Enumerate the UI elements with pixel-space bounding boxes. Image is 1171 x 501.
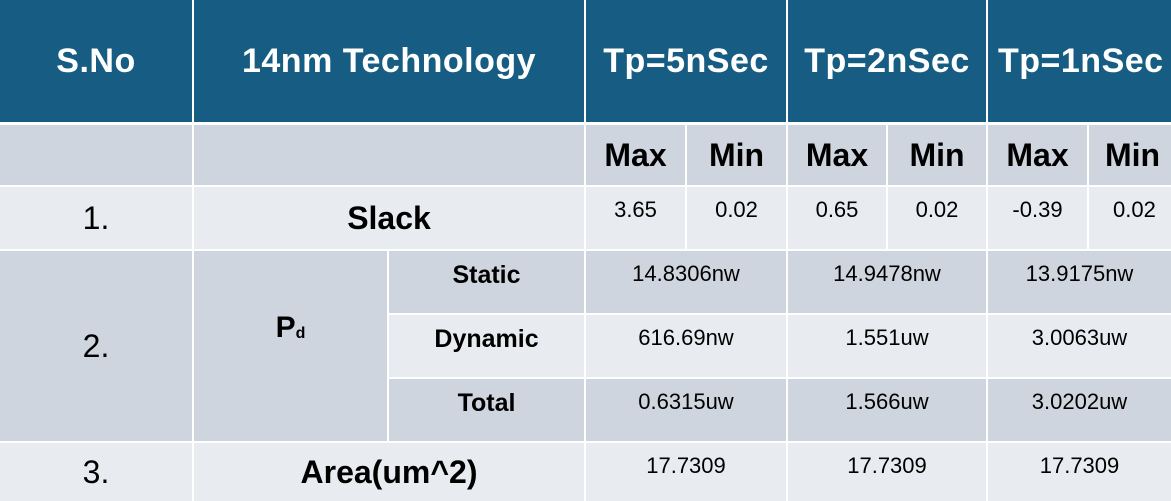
row2-dynamic-tp5: 616.69nw <box>586 315 786 377</box>
row3-area-tp2: 17.7309 <box>788 443 986 501</box>
row2-dynamic-tp2: 1.551uw <box>788 315 986 377</box>
subheader-tp1-max: Max <box>988 125 1087 185</box>
row1-label-slack: Slack <box>194 187 584 249</box>
row2-sno: 2. <box>0 251 192 441</box>
row3-area-tp1: 17.7309 <box>988 443 1171 501</box>
header-tp1: Tp=1nSec <box>988 0 1171 122</box>
subheader-tp2-min: Min <box>888 125 986 185</box>
pd-sub-label: d <box>295 325 306 342</box>
row1-tp2-max: 0.65 <box>788 187 886 249</box>
pd-main-label: P <box>275 311 296 344</box>
row1-tp5-max: 3.65 <box>586 187 685 249</box>
row1-tp5-min: 0.02 <box>687 187 786 249</box>
subheader-empty-sno <box>0 125 192 185</box>
row2-total-tp5: 0.6315uw <box>586 379 786 441</box>
header-technology: 14nm Technology <box>194 0 584 122</box>
subheader-tp1-min: Min <box>1089 125 1171 185</box>
row1-tp1-max: -0.39 <box>988 187 1087 249</box>
row2-dynamic-label: Dynamic <box>389 315 584 377</box>
header-tp2: Tp=2nSec <box>788 0 986 122</box>
subheader-tp2-max: Max <box>788 125 886 185</box>
header-sno: S.No <box>0 0 192 122</box>
row2-total-tp1: 3.0202uw <box>988 379 1171 441</box>
row1-tp1-min: 0.02 <box>1089 187 1171 249</box>
subheader-tp5-max: Max <box>586 125 685 185</box>
row2-static-tp2: 14.9478nw <box>788 251 986 313</box>
header-tp5: Tp=5nSec <box>586 0 786 122</box>
row2-static-label: Static <box>389 251 584 313</box>
row2-static-tp1: 13.9175nw <box>988 251 1171 313</box>
row1-sno: 1. <box>0 187 192 249</box>
row2-static-tp5: 14.8306nw <box>586 251 786 313</box>
subheader-tp5-min: Min <box>687 125 786 185</box>
row3-sno: 3. <box>0 443 192 501</box>
row2-dynamic-tp1: 3.0063uw <box>988 315 1171 377</box>
row2-total-label: Total <box>389 379 584 441</box>
row2-total-tp2: 1.566uw <box>788 379 986 441</box>
subheader-empty-tech <box>194 125 584 185</box>
row3-label-area: Area(um^2) <box>194 443 584 501</box>
row3-area-tp5: 17.7309 <box>586 443 786 501</box>
row1-tp2-min: 0.02 <box>888 187 986 249</box>
